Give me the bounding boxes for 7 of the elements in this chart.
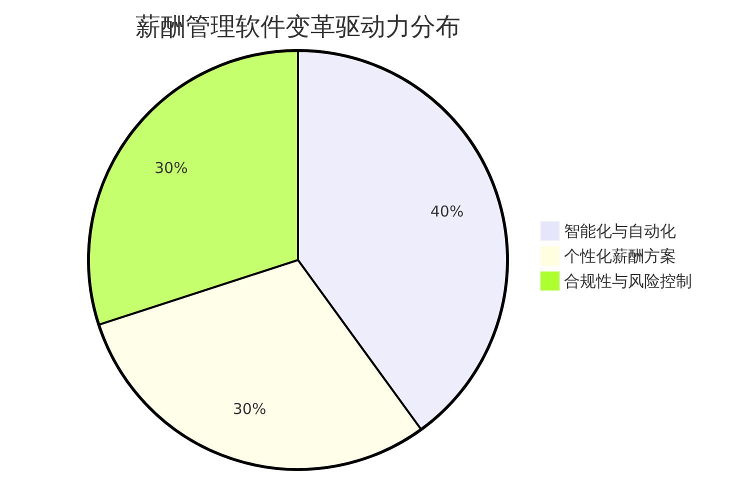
data-label: 30% (232, 400, 266, 418)
data-label: 40% (430, 202, 464, 221)
legend-label: 合规性与风险控制 (564, 272, 692, 290)
legend-label: 智能化与自动化 (564, 222, 676, 240)
data-label: 30% (154, 158, 188, 177)
chart-title: 薪酬管理软件变革驱动力分布 (136, 12, 460, 41)
legend-label: 个性化薪酬方案 (564, 246, 676, 266)
